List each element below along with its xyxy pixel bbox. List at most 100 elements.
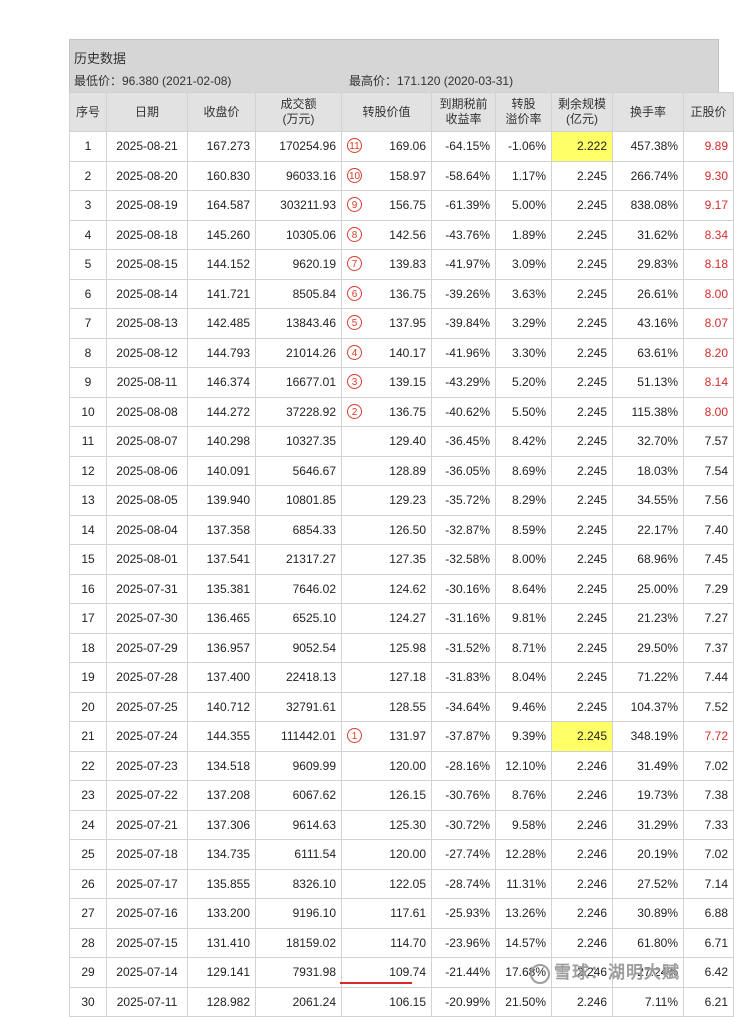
table-row[interactable]: 8 2025-08-12 144.793 21014.26 4 140.17 -41.96%…	[69, 337, 734, 368]
cell-date: 2025-07-29	[106, 632, 188, 663]
cell-date: 2025-08-11	[106, 367, 188, 398]
column-header-date[interactable]: 日期	[106, 92, 188, 132]
cell-stock-price: 7.57	[683, 426, 734, 457]
cell-premium: 3.09%	[495, 249, 552, 280]
table-row[interactable]: 17 2025-07-30 136.465 6525.10 124.27 -31.16% 9…	[69, 603, 734, 634]
column-header-idx[interactable]: 序号	[69, 92, 107, 132]
cell-ytm: -41.97%	[431, 249, 496, 280]
table-row[interactable]: 6 2025-08-14 141.721 8505.84 6 136.75 -39.26% 3…	[69, 278, 734, 309]
cell-date: 2025-08-13	[106, 308, 188, 339]
cell-stock-price: 7.56	[683, 485, 734, 516]
column-header-ytm[interactable]: 到期税前 收益率	[431, 92, 496, 132]
cell-ytm: -32.58%	[431, 544, 496, 575]
cell-date: 2025-08-04	[106, 514, 188, 545]
cell-volume: 2061.24	[255, 986, 342, 1017]
cell-stock-price: 7.52	[683, 691, 734, 722]
table-row[interactable]: 15 2025-08-01 137.541 21317.27 127.35 -32.58%…	[69, 544, 734, 575]
cell-remaining-size: 2.246	[551, 809, 613, 840]
cell-date: 2025-07-25	[106, 691, 188, 722]
table-row[interactable]: 3 2025-08-19 164.587 303211.93 9 156.75 -61.39…	[69, 190, 734, 221]
cell-date: 2025-07-30	[106, 603, 188, 634]
cell-date: 2025-07-21	[106, 809, 188, 840]
table-row[interactable]: 26 2025-07-17 135.855 8326.10 122.05 -28.74% 1…	[69, 868, 734, 899]
cell-conversion-value: 7 139.83	[341, 249, 432, 280]
cell-conversion-value: 6 136.75	[341, 278, 432, 309]
cell-date: 2025-07-22	[106, 780, 188, 811]
table-row[interactable]: 18 2025-07-29 136.957 9052.54 125.98 -31.52% 8…	[69, 632, 734, 663]
table-row[interactable]: 9 2025-08-11 146.374 16677.01 3 139.15 -43.29%…	[69, 367, 734, 398]
circled-number-marker: 2	[347, 403, 362, 419]
cell-stock-price: 6.88	[683, 898, 734, 929]
cell-turnover: 19.73%	[612, 780, 684, 811]
cell-remaining-size: 2.245	[551, 485, 613, 516]
cell-date: 2025-08-05	[106, 485, 188, 516]
cell-conversion-value: 9 156.75	[341, 190, 432, 221]
table-row[interactable]: 16 2025-07-31 135.381 7646.02 124.62 -30.16% 8…	[69, 573, 734, 604]
cell-ytm: -34.64%	[431, 691, 496, 722]
table-row[interactable]: 21 2025-07-24 144.355 111442.01 1 131.97 -37.8…	[69, 721, 734, 752]
column-header-premium[interactable]: 转股 溢价率	[495, 92, 552, 132]
table-row[interactable]: 5 2025-08-15 144.152 9620.19 7 139.83 -41.97% 3…	[69, 249, 734, 280]
table-body: 1 2025-08-21 167.273 170254.96 11 169.06 -64.1…	[69, 131, 734, 1017]
cell-stock-price: 6.42	[683, 957, 734, 988]
column-header-stock_price[interactable]: 正股价	[683, 92, 734, 132]
cell-volume: 32791.61	[255, 691, 342, 722]
conversion-value-text: 127.35	[389, 552, 426, 567]
table-row[interactable]: 10 2025-08-08 144.272 37228.92 2 136.75 -40.62…	[69, 396, 734, 427]
cell-index: 27	[69, 898, 107, 929]
cell-date: 2025-08-19	[106, 190, 188, 221]
table-row[interactable]: 4 2025-08-18 145.260 10305.06 8 142.56 -43.76%…	[69, 219, 734, 250]
column-header-turnover[interactable]: 换手率	[612, 92, 684, 132]
cell-premium: 8.64%	[495, 573, 552, 604]
table-row[interactable]: 19 2025-07-28 137.400 22418.13 127.18 -31.83%…	[69, 662, 734, 693]
cell-volume: 9052.54	[255, 632, 342, 663]
table-row[interactable]: 22 2025-07-23 134.518 9609.99 120.00 -28.16% 1…	[69, 750, 734, 781]
table-row[interactable]: 30 2025-07-11 128.982 2061.24 106.15 -20.99% 2…	[69, 986, 734, 1017]
conversion-value-text: 136.75	[389, 404, 426, 419]
circled-number-marker: 11	[347, 138, 362, 153]
table-row[interactable]: 13 2025-08-05 139.940 10801.85 129.23 -35.72%…	[69, 485, 734, 516]
column-header-conv_value[interactable]: 转股价值	[341, 92, 432, 132]
column-header-close[interactable]: 收盘价	[187, 92, 256, 132]
conversion-value-text: 128.55	[389, 699, 426, 714]
cell-close-price: 164.587	[187, 190, 256, 221]
cell-volume: 6525.10	[255, 603, 342, 634]
conversion-value-text: 139.15	[389, 375, 426, 390]
table-row[interactable]: 24 2025-07-21 137.306 9614.63 125.30 -30.72% 9…	[69, 809, 734, 840]
table-row[interactable]: 2 2025-08-20 160.830 96033.16 10 158.97 -58.64…	[69, 160, 734, 191]
cell-stock-price: 9.17	[683, 190, 734, 221]
column-header-remaining[interactable]: 剩余规模 (亿元)	[551, 92, 613, 132]
cell-date: 2025-08-15	[106, 249, 188, 280]
table-row[interactable]: 12 2025-08-06 140.091 5646.67 128.89 -36.05% 8…	[69, 455, 734, 486]
table-row[interactable]: 28 2025-07-15 131.410 18159.02 114.70 -23.96%…	[69, 927, 734, 958]
table-row[interactable]: 14 2025-08-04 137.358 6854.33 126.50 -32.87% 8…	[69, 514, 734, 545]
cell-ytm: -40.62%	[431, 396, 496, 427]
table-row[interactable]: 25 2025-07-18 134.735 6111.54 120.00 -27.74% 1…	[69, 839, 734, 870]
cell-stock-price: 9.30	[683, 160, 734, 191]
cell-turnover: 25.00%	[612, 573, 684, 604]
cell-conversion-value: 126.50	[341, 514, 432, 545]
cell-premium: 9.46%	[495, 691, 552, 722]
conversion-value-text: 120.00	[389, 758, 426, 773]
cell-remaining-size: 2.245	[551, 721, 613, 752]
cell-close-price: 136.957	[187, 632, 256, 663]
cell-premium: 5.20%	[495, 367, 552, 398]
table-row[interactable]: 11 2025-08-07 140.298 10327.35 129.40 -36.45%…	[69, 426, 734, 457]
cell-index: 30	[69, 986, 107, 1017]
cell-index: 28	[69, 927, 107, 958]
table-row[interactable]: 7 2025-08-13 142.485 13843.46 5 137.95 -39.84%…	[69, 308, 734, 339]
cell-index: 12	[69, 455, 107, 486]
cell-index: 14	[69, 514, 107, 545]
table-row[interactable]: 1 2025-08-21 167.273 170254.96 11 169.06 -64.1…	[69, 131, 734, 162]
table-row[interactable]: 20 2025-07-25 140.712 32791.61 128.55 -34.64%…	[69, 691, 734, 722]
table-row[interactable]: 27 2025-07-16 133.200 9196.10 117.61 -25.93% 1…	[69, 898, 734, 929]
cell-turnover: 27.52%	[612, 868, 684, 899]
cell-remaining-size: 2.246	[551, 839, 613, 870]
table-row[interactable]: 23 2025-07-22 137.208 6067.62 126.15 -30.76% 8…	[69, 780, 734, 811]
column-header-volume[interactable]: 成交额 (万元)	[255, 92, 342, 132]
cell-turnover: 61.80%	[612, 927, 684, 958]
cell-turnover: 22.17%	[612, 514, 684, 545]
cell-date: 2025-08-08	[106, 396, 188, 427]
circled-number-marker: 1	[347, 728, 362, 743]
cell-volume: 10327.35	[255, 426, 342, 457]
